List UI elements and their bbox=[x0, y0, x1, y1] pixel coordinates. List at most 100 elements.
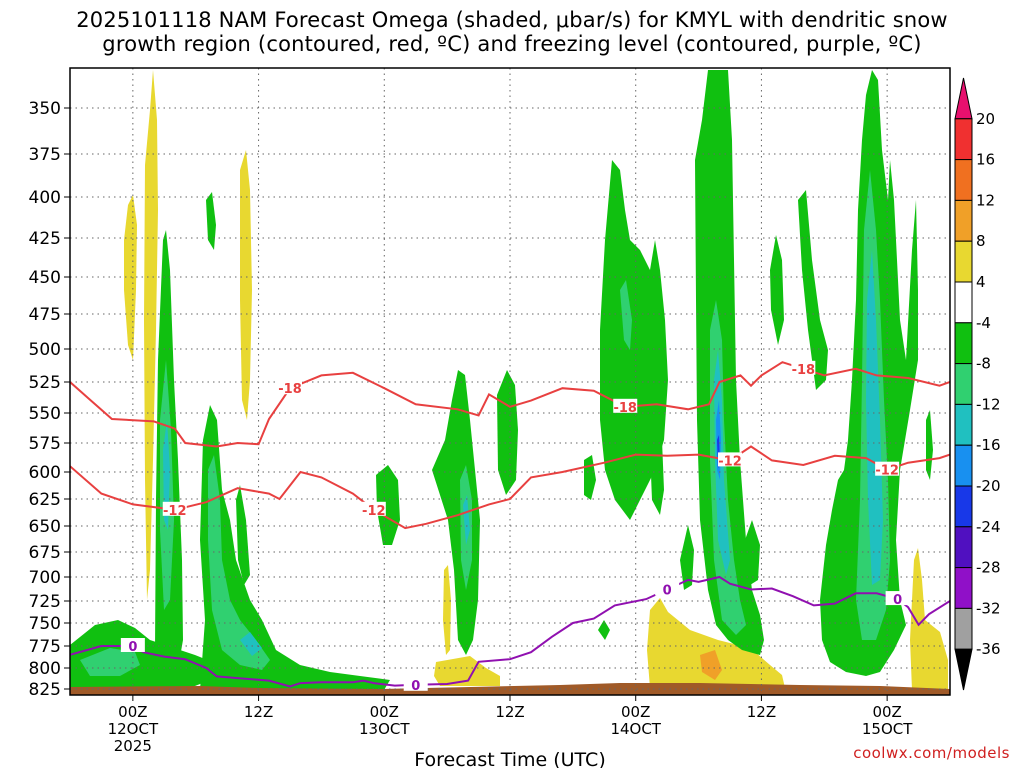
x-tick-label: 14OCT bbox=[610, 720, 661, 738]
contour-label-background bbox=[655, 581, 680, 596]
y-tick-label: 650 bbox=[29, 517, 61, 537]
contour-label: -18 bbox=[278, 382, 302, 397]
colorbar-label: 12 bbox=[976, 191, 995, 209]
omega-negative-region bbox=[798, 190, 828, 390]
omega-negative-region bbox=[206, 192, 216, 250]
omega-colorbar: 20 16 12 8 4 -4 -8 -12 -16 -20 -24 -28 -32 -36 bbox=[954, 77, 1001, 691]
omega-positive-region bbox=[700, 650, 722, 680]
y-tick-label: 800 bbox=[29, 659, 61, 679]
colorbar-swatch bbox=[954, 240, 973, 283]
x-tick-label: 13OCT bbox=[359, 720, 410, 738]
colorbar-label: -4 bbox=[976, 314, 991, 332]
colorbar-swatch bbox=[954, 159, 973, 201]
omega-negative-region bbox=[926, 410, 933, 480]
omega-negative-region bbox=[598, 620, 610, 640]
y-tick-label: 500 bbox=[29, 340, 61, 360]
colorbar-top-arrow bbox=[954, 77, 973, 120]
y-tick-label: 750 bbox=[29, 614, 61, 634]
colorbar-swatch bbox=[954, 281, 973, 324]
omega-core-region bbox=[208, 455, 270, 670]
y-tick-label: 775 bbox=[29, 637, 61, 657]
chart-title-line-1: 2025101118 NAM Forecast Omega (shaded, μ… bbox=[76, 8, 948, 32]
omega-negative-region bbox=[584, 455, 596, 500]
x-axis-title: Forecast Time (UTC) bbox=[414, 749, 605, 768]
omega-core-region bbox=[240, 632, 262, 656]
colorbar-swatch bbox=[954, 403, 973, 446]
colorbar-swatch bbox=[954, 485, 973, 528]
colorbar-label: -24 bbox=[976, 518, 1001, 536]
omega-core-region bbox=[866, 250, 883, 585]
omega-negative-region bbox=[236, 485, 250, 585]
x-tick-label: 12Z bbox=[747, 703, 776, 721]
y-tick-label: 425 bbox=[29, 229, 61, 249]
omega-shading bbox=[70, 70, 950, 695]
colorbar-label: -36 bbox=[976, 640, 1001, 658]
y-tick-label: 825 bbox=[29, 680, 61, 700]
omega-negative-region bbox=[200, 405, 390, 690]
colorbar-label: -28 bbox=[976, 559, 1001, 577]
contour-freezing-level bbox=[70, 575, 950, 688]
omega-positive-region bbox=[443, 565, 451, 655]
y-tick-label: 725 bbox=[29, 592, 61, 612]
colorbar-swatch bbox=[954, 526, 973, 569]
omega-negative-region bbox=[770, 235, 784, 345]
colorbar-swatch bbox=[954, 607, 973, 650]
contour-label: -18 bbox=[613, 401, 637, 416]
omega-positive-region bbox=[910, 548, 948, 690]
colorbar-label: 8 bbox=[976, 232, 986, 250]
source-credit: coolwx.com/models bbox=[853, 744, 1010, 762]
colorbar-label: -32 bbox=[976, 599, 1001, 617]
omega-positive-region bbox=[144, 70, 158, 600]
omega-negative-region bbox=[432, 370, 480, 655]
omega-negative-region bbox=[600, 160, 668, 520]
y-tick-label: 525 bbox=[29, 373, 61, 393]
colorbar-swatch bbox=[954, 322, 973, 365]
contour-label: -12 bbox=[718, 454, 742, 469]
y-tick-label: 625 bbox=[29, 490, 61, 510]
y-tick-label: 450 bbox=[29, 268, 61, 288]
temperature-contours: -12 -12 -12 -12 -18 -18 -18 0 0 0 0 bbox=[70, 360, 950, 694]
contour-label: -12 bbox=[875, 464, 899, 479]
contour-dgz-minus12 bbox=[70, 445, 950, 530]
y-tick-label: 675 bbox=[29, 543, 61, 563]
colorbar-swatch bbox=[954, 363, 973, 405]
colorbar-swatch bbox=[954, 118, 973, 161]
contour-label: 0 bbox=[663, 583, 672, 598]
contour-label-background bbox=[613, 398, 638, 413]
y-tick-label: 600 bbox=[29, 463, 61, 483]
omega-negative-region bbox=[680, 525, 694, 590]
contour-label: -12 bbox=[362, 504, 386, 519]
contour-label-background bbox=[718, 452, 742, 467]
omega-negative-region bbox=[650, 415, 664, 515]
y-tick-label: 350 bbox=[29, 99, 61, 119]
colorbar-swatch bbox=[954, 444, 973, 487]
omega-positive-region bbox=[434, 656, 500, 686]
x-tick-label: 15OCT bbox=[862, 720, 913, 738]
contour-label-background bbox=[361, 501, 386, 516]
omega-core-region bbox=[463, 495, 470, 545]
y-tick-label: 550 bbox=[29, 404, 61, 424]
y-tick-label: 375 bbox=[29, 145, 61, 165]
omega-core-region bbox=[80, 648, 140, 676]
x-tick-label: 12Z bbox=[495, 703, 524, 721]
colorbar-label: -8 bbox=[976, 355, 991, 373]
colorbar-label: -20 bbox=[976, 477, 1001, 495]
x-tick-label: 00Z bbox=[872, 703, 901, 721]
omega-core-region bbox=[620, 280, 632, 350]
x-tick-label: 00Z bbox=[621, 703, 650, 721]
x-tick-label: 00Z bbox=[370, 703, 399, 721]
omega-negative-region bbox=[497, 370, 518, 495]
contour-label-background bbox=[278, 380, 302, 395]
colorbar-swatch bbox=[954, 199, 973, 242]
contour-label: 0 bbox=[128, 640, 137, 655]
contour-label-background bbox=[875, 461, 900, 476]
contour-label-background bbox=[120, 638, 145, 652]
contour-label: 0 bbox=[411, 679, 420, 694]
contour-label: 0 bbox=[893, 593, 902, 608]
y-axis-pressure: 350 375 400 425 450 475 500 525 550 575 600 625 650 6… bbox=[29, 99, 70, 700]
x-tick-label: 2025 bbox=[114, 737, 152, 755]
y-tick-label: 575 bbox=[29, 434, 61, 454]
omega-positive-region bbox=[647, 598, 785, 688]
